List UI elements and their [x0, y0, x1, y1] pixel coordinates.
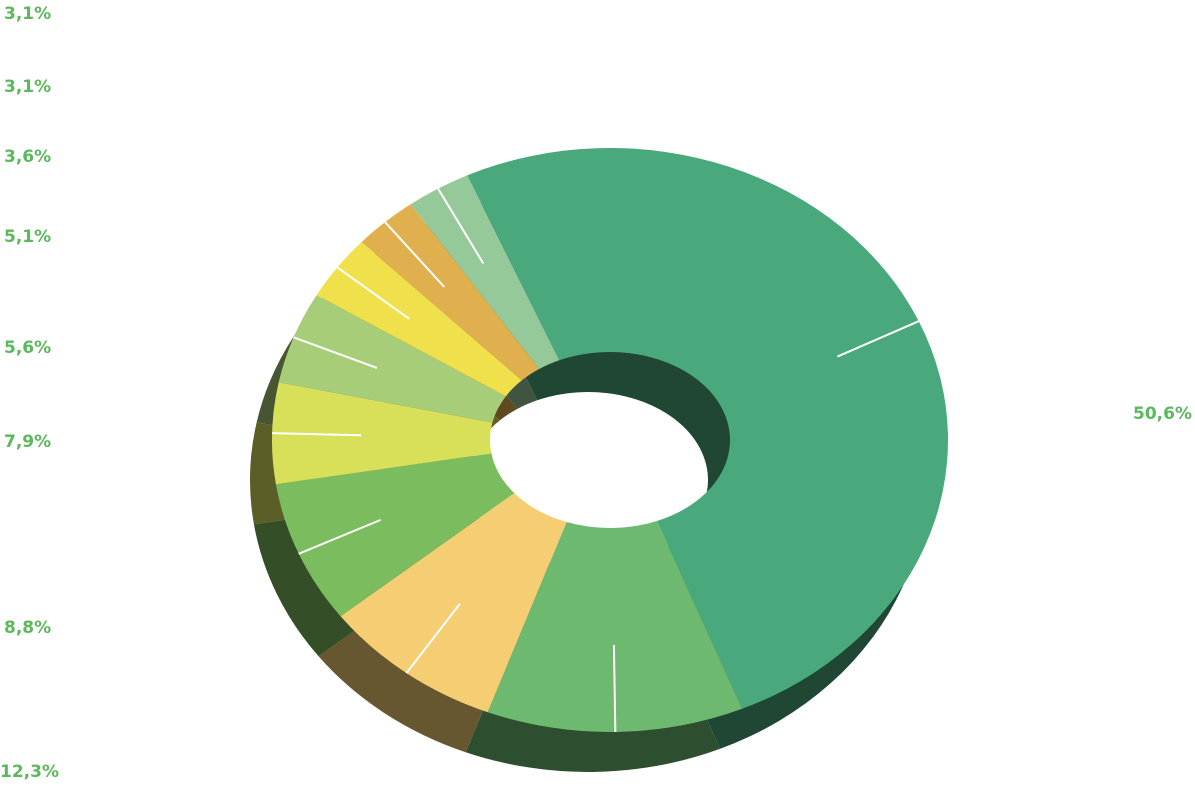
leader-line	[272, 432, 362, 437]
slice	[361, 204, 540, 381]
leader-line	[293, 336, 378, 369]
leader-line	[405, 603, 461, 674]
value-label: 50,6%	[1133, 404, 1192, 424]
value-label: 7,9%	[4, 432, 51, 452]
slice	[278, 295, 506, 423]
slice	[410, 175, 560, 369]
value-label: 3,6%	[4, 147, 51, 167]
leader-line	[384, 221, 446, 288]
value-label: 3,1%	[4, 4, 51, 24]
leader-line	[298, 518, 382, 555]
value-label: 5,6%	[4, 338, 51, 358]
value-label: 5,1%	[4, 227, 51, 247]
value-label: 12,3%	[0, 762, 59, 782]
leader-line	[336, 266, 410, 320]
value-label: 3,1%	[4, 77, 51, 97]
slice	[467, 148, 948, 709]
slice	[487, 520, 743, 732]
value-label: 8,8%	[4, 618, 51, 638]
slice	[275, 453, 515, 617]
leader-line	[437, 188, 485, 265]
leader-line	[837, 320, 920, 358]
leader-line	[612, 644, 617, 732]
slice	[340, 493, 567, 713]
slice	[272, 382, 493, 485]
slice	[316, 241, 522, 397]
